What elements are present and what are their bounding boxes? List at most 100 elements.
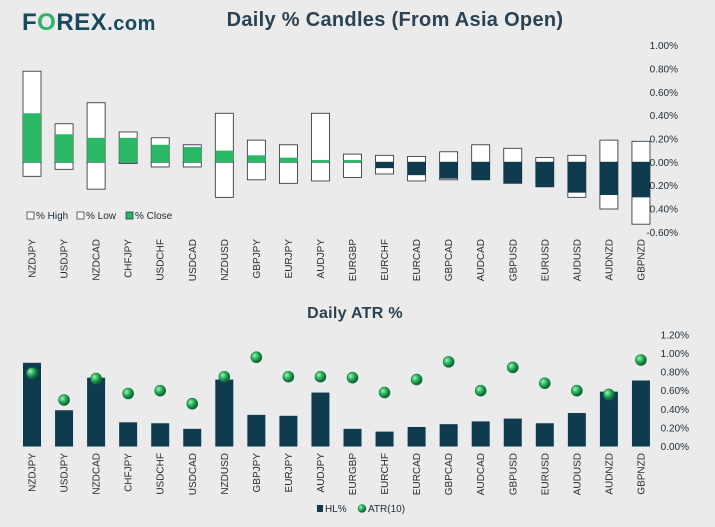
hl-bar <box>503 418 522 447</box>
hl-bar <box>375 431 394 447</box>
atr-category-label: GBPUSD <box>508 453 519 495</box>
atr-category-label: AUDJPY <box>316 453 327 493</box>
atr-category-label: USDCAD <box>188 453 199 495</box>
legend-label: ATR(10) <box>368 504 405 515</box>
candles-category-label: CHFJPY <box>124 239 135 278</box>
candles-y-tick-label: 0.60% <box>650 88 678 99</box>
hl-bar <box>439 424 458 447</box>
atr-marker <box>442 356 455 368</box>
candles-chart-title: Daily % Candles (From Asia Open) <box>226 9 564 31</box>
candles-category-label: GBPNZD <box>636 239 647 281</box>
atr-category-label: AUDNZD <box>604 453 615 495</box>
candles-category-label: EURGBP <box>348 239 359 282</box>
atr-category-label: NZDJPY <box>28 453 39 492</box>
low-bar <box>54 161 74 170</box>
atr-category-label: EURCAD <box>412 453 423 495</box>
legend-label: % Close <box>135 211 173 222</box>
atr-y-tick-label: 0.20% <box>661 423 689 434</box>
high-bar <box>439 151 459 163</box>
high-bar <box>471 144 491 163</box>
hl-bar <box>247 414 266 447</box>
atr-category-label: GBPJPY <box>252 453 263 493</box>
hl-bar <box>215 379 234 447</box>
hl-bar <box>471 421 490 447</box>
atr-marker <box>58 394 70 406</box>
candles-category-label: AUDJPY <box>316 239 327 279</box>
hl-bar <box>599 391 618 447</box>
atr-marker <box>571 384 583 397</box>
atr-marker <box>154 384 166 397</box>
atr-marker <box>122 387 134 400</box>
candles-category-label: USDCHF <box>156 239 167 281</box>
atr-y-tick-label: 0.00% <box>661 442 689 453</box>
legend-swatch <box>317 505 323 512</box>
low-bar <box>22 161 42 177</box>
atr-marker <box>250 351 263 364</box>
atr-category-label: EURJPY <box>284 453 295 493</box>
high-bar <box>375 154 394 163</box>
candles-category-label: USDJPY <box>60 239 71 279</box>
low-bar <box>214 161 234 198</box>
legend-marker <box>357 504 367 513</box>
high-bar <box>599 139 619 163</box>
candles-y-tick-label: 0.80% <box>650 64 678 75</box>
atr-marker <box>26 367 38 379</box>
candles-y-tick-label: -0.20% <box>646 181 678 192</box>
candles-category-label: EURCAD <box>412 239 423 281</box>
atr-marker <box>378 386 391 399</box>
candles-y-tick-label: 0.40% <box>650 111 678 122</box>
candles-category-label: USDCAD <box>188 239 199 281</box>
legend-label: % Low <box>86 211 117 222</box>
atr-category-label: AUDCAD <box>476 453 487 495</box>
high-bar <box>631 140 651 163</box>
atr-marker <box>186 397 199 410</box>
hl-bar <box>631 380 650 447</box>
close-bar <box>503 162 522 184</box>
close-bar <box>439 162 458 179</box>
atr-marker <box>635 354 647 366</box>
logo-rex: REX <box>56 9 108 36</box>
candles-y-tick-label: 1.00% <box>650 41 678 52</box>
close-bar <box>471 162 490 180</box>
legend-swatch <box>125 211 134 220</box>
legend-label: % High <box>36 211 68 222</box>
low-bar <box>118 161 138 164</box>
atr-category-label: USDJPY <box>60 453 71 493</box>
candles-category-label: AUDNZD <box>604 239 615 281</box>
atr-category-label: CHFJPY <box>124 453 135 492</box>
candles-category-label: EURJPY <box>284 239 295 279</box>
logo-domain: .com <box>107 13 156 35</box>
hl-bar <box>23 362 41 447</box>
atr-marker <box>506 361 519 374</box>
hl-bar <box>407 426 426 447</box>
atr-marker <box>90 372 102 385</box>
logo-o: O <box>37 9 57 36</box>
forex-logo[interactable]: FOREX.com <box>22 9 156 37</box>
close-bar <box>631 162 650 198</box>
high-bar <box>535 157 555 163</box>
atr-category-label: NZDCAD <box>92 453 103 495</box>
candles-category-label: GBPJPY <box>252 239 263 279</box>
atr-category-label: USDCHF <box>156 453 167 495</box>
low-bar <box>311 161 330 182</box>
atr-marker <box>538 377 551 390</box>
low-bar <box>86 161 106 190</box>
candles-category-label: NZDJPY <box>28 239 39 278</box>
candles-category-label: AUDCAD <box>476 239 487 281</box>
close-bar <box>151 144 170 163</box>
low-bar <box>278 161 298 184</box>
atr-y-tick-label: 0.40% <box>661 405 689 416</box>
close-bar <box>279 157 298 163</box>
hl-bar <box>119 422 138 447</box>
candles-y-tick-label: 0.20% <box>650 134 678 145</box>
legend-label: HL% <box>325 504 347 515</box>
legend-swatch <box>26 211 35 220</box>
low-bar <box>246 161 266 181</box>
atr-category-label: NZDUSD <box>220 453 231 495</box>
atr-marker <box>603 388 615 401</box>
high-bar <box>311 112 330 163</box>
candles-category-label: AUDUSD <box>572 239 583 281</box>
low-bar <box>182 161 202 168</box>
